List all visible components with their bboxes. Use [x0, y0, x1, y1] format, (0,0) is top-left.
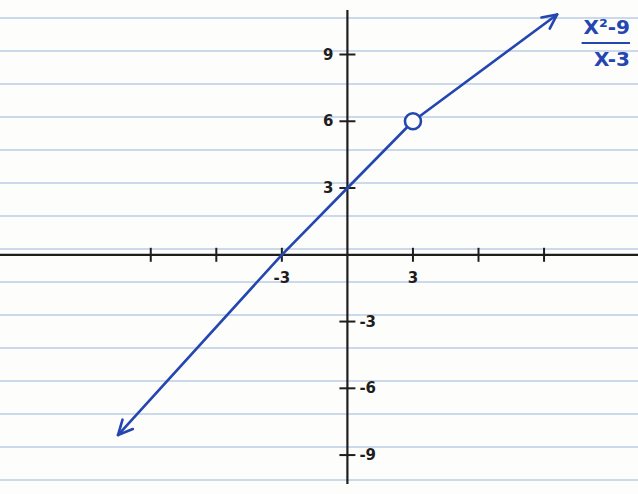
- plot-area: [118, 14, 557, 435]
- paper: [0, 0, 638, 494]
- ruled-line: [0, 248, 638, 249]
- arrow-head: [541, 14, 557, 28]
- y-tick-label: 6: [323, 112, 333, 130]
- ruled-line: [0, 281, 638, 282]
- ruled-line: [0, 479, 638, 480]
- y-tick: [339, 454, 355, 456]
- y-tick: [339, 54, 355, 56]
- x-axis: [0, 254, 638, 256]
- x-tick: [150, 248, 152, 262]
- ruled-line: [0, 446, 638, 447]
- y-tick-label: -6: [359, 379, 376, 397]
- y-tick-label: -9: [359, 446, 376, 464]
- ruled-line: [0, 347, 638, 348]
- function-line: [118, 14, 557, 435]
- ruled-line: [0, 116, 638, 117]
- x-tick-label: 3: [408, 269, 418, 287]
- x-tick: [543, 248, 545, 262]
- x-tick: [215, 248, 217, 262]
- function-numerator: X²-9: [584, 15, 630, 39]
- ruled-line: [0, 182, 638, 183]
- y-tick-label: 9: [323, 46, 333, 64]
- y-tick: [339, 321, 355, 323]
- ruled-lines: [0, 18, 638, 480]
- ruled-line: [0, 83, 638, 84]
- x-tick: [412, 248, 414, 262]
- ruled-line: [0, 380, 638, 381]
- ruled-line: [0, 50, 638, 51]
- fraction-bar: [582, 42, 630, 44]
- ruled-line: [0, 149, 638, 150]
- ruled-line: [0, 413, 638, 414]
- chart: -3 3 -9 -6 -3 3 6 9 X²-9 X-3: [0, 0, 638, 494]
- y-tick: [339, 120, 355, 122]
- x-tick-label: -3: [274, 269, 291, 287]
- root: -3 3 -9 -6 -3 3 6 9 X²-9 X-3: [0, 0, 638, 494]
- y-tick-label: 3: [323, 179, 333, 197]
- arrow-head: [118, 420, 133, 435]
- y-tick-label: -3: [359, 313, 376, 331]
- x-tick: [478, 248, 480, 262]
- hole-point: [405, 113, 421, 129]
- y-axis: [346, 10, 348, 484]
- function-denominator: X-3: [594, 47, 630, 71]
- y-tick: [339, 387, 355, 389]
- ruled-line: [0, 314, 638, 315]
